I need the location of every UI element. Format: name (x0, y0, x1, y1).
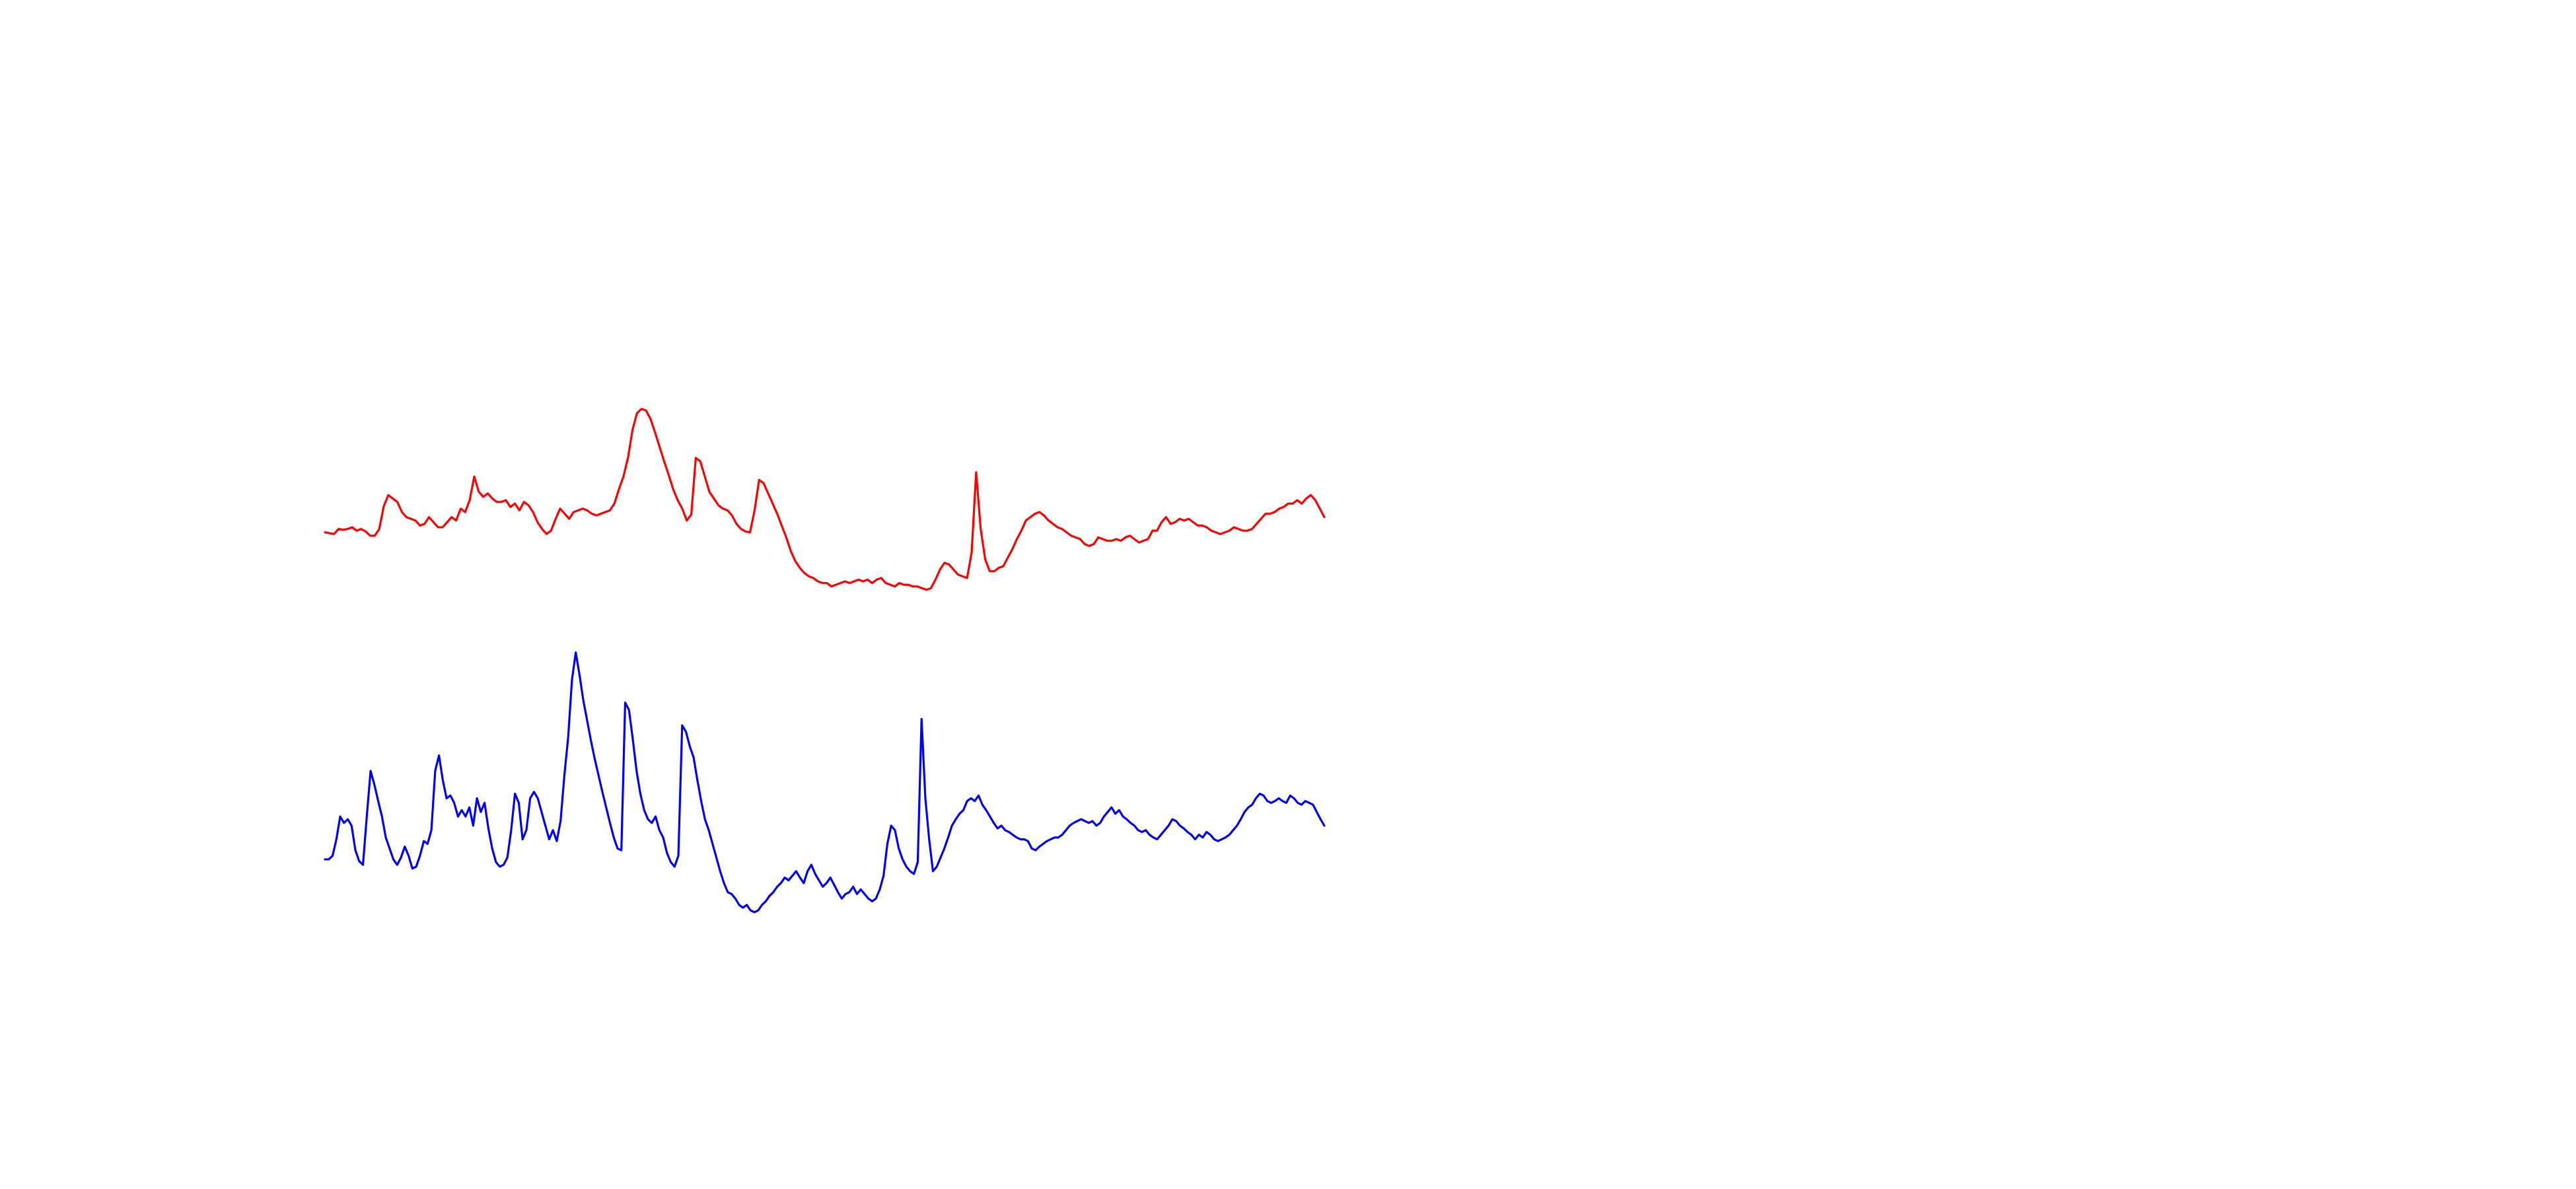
series-line-1 (324, 408, 1326, 591)
series-line-2 (324, 651, 1326, 914)
